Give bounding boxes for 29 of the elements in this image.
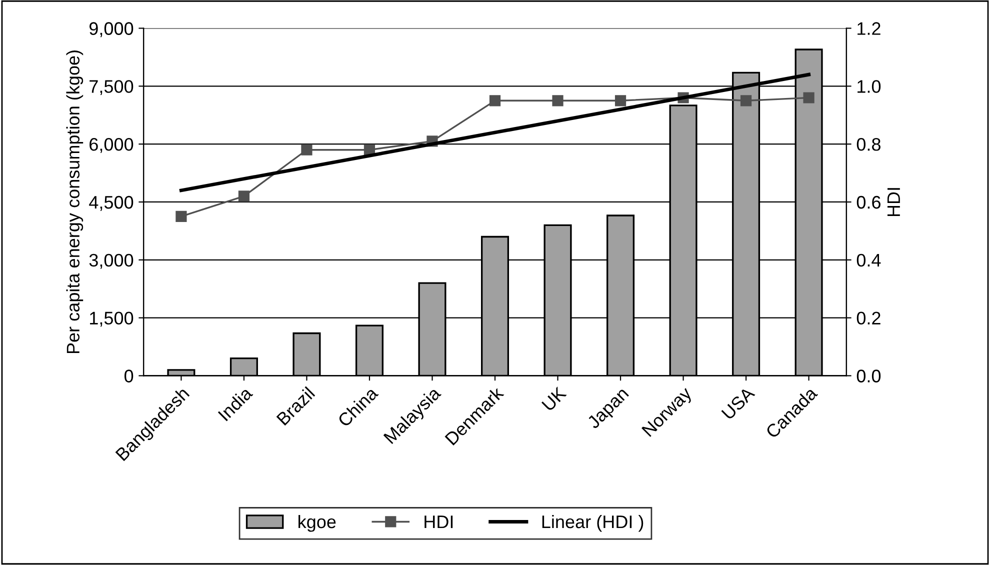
point [301, 144, 312, 156]
y-tick-label: 6,000 [90, 138, 134, 153]
y2-tick-label: 1.0 [858, 80, 881, 93]
point [176, 210, 187, 222]
x-tick-label: UK [541, 386, 567, 412]
point [614, 95, 626, 106]
y2-tick-label: 1.2 [858, 22, 880, 35]
point [489, 95, 501, 106]
y-tick-label: 9,000 [89, 22, 134, 38]
y-tick-label: 7,500 [90, 80, 134, 96]
point [552, 95, 564, 106]
y2-tick-label: 0.2 [856, 312, 880, 325]
legend-label: kgoe [298, 514, 336, 532]
y2-tick-label: 0.8 [856, 138, 880, 151]
y2-tick-label: 0.6 [856, 196, 880, 209]
x-tick-label: USA [721, 386, 756, 420]
y-axis-title: Per capita energy consumption (kgoe) [66, 50, 84, 354]
y2-tick-label: 0.4 [856, 254, 881, 267]
y2-axis-title: HDI [887, 188, 900, 216]
point [740, 95, 752, 106]
point [803, 92, 814, 104]
y2-tick-label: 0.0 [856, 370, 881, 382]
point [238, 190, 250, 202]
y-tick-label: 4,500 [89, 196, 134, 211]
y-tick-label: 0 [124, 370, 134, 382]
y-tick-label: 1,500 [90, 312, 134, 327]
legend-label: Linear (HDI ) [542, 514, 644, 532]
y-tick-label: 3,000 [89, 254, 134, 269]
legend-label: HDI [424, 516, 453, 528]
